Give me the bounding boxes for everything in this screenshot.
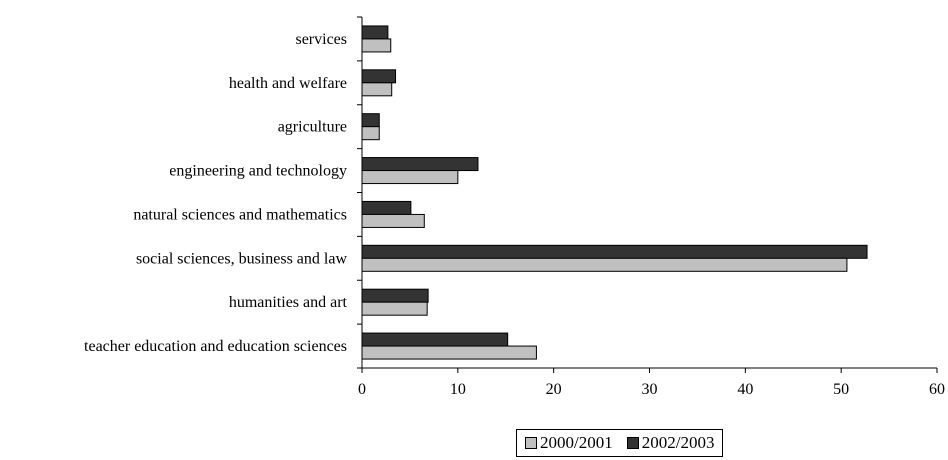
bar-2000-2001-natural-sciences-and-mathematics [361,213,425,228]
legend-swatch-2002-2003 [626,437,639,449]
category-label-social-sciences-business-and-law: social sciences, business and law [136,250,348,267]
category-label-engineering-and-technology: engineering and technology [169,163,347,180]
bar-2002-2003-natural-sciences-and-mathematics [361,200,412,215]
labels-group: teacher education and education sciences… [84,31,945,398]
axes-group [357,16,938,373]
legend-swatch-2000-2001 [525,437,537,449]
legend-item-2000-2001: 2000/2001 [525,433,613,453]
bar-2000-2001-health-and-welfare [361,82,393,97]
bar-2000-2001-services [361,38,392,53]
category-label-humanities-and-art: humanities and art [229,294,348,311]
bar-2000-2001-engineering-and-technology [361,170,459,185]
legend-label-2002-2003: 2002/2003 [641,433,715,452]
x-tick-label-60: 60 [929,381,945,398]
category-label-teacher-education-and-education-sciences: teacher education and education sciences [84,338,347,355]
x-tick-label-30: 30 [642,381,658,398]
bars-group [361,25,868,360]
legend: 2000/2001 2002/2003 [516,429,724,457]
bar-2002-2003-agriculture [361,113,380,128]
bar-2000-2001-social-sciences-business-and-law [361,257,848,272]
x-tick-label-10: 10 [450,381,466,398]
bar-2000-2001-teacher-education-and-education-sciences [361,345,537,360]
bar-2002-2003-teacher-education-and-education-sciences [361,332,509,347]
x-tick-label-0: 0 [358,381,366,398]
category-label-natural-sciences-and-mathematics: natural sciences and mathematics [133,206,347,223]
category-label-agriculture: agriculture [278,119,347,136]
legend-item-2002-2003: 2002/2003 [626,433,715,453]
bar-2002-2003-health-and-welfare [361,69,397,84]
bar-2002-2003-engineering-and-technology [361,157,479,172]
category-label-health-and-welfare: health and welfare [229,75,347,92]
x-tick-label-50: 50 [833,381,849,398]
legend-label-2000-2001: 2000/2001 [540,433,613,452]
bar-2002-2003-humanities-and-art [361,288,429,303]
x-tick-label-20: 20 [546,381,562,398]
bar-2002-2003-social-sciences-business-and-law [361,244,868,259]
bar-2002-2003-services [361,25,389,40]
category-label-services: services [295,31,347,48]
bar-2000-2001-humanities-and-art [361,301,428,316]
x-tick-label-40: 40 [737,381,753,398]
bar-2000-2001-agriculture [361,126,380,141]
